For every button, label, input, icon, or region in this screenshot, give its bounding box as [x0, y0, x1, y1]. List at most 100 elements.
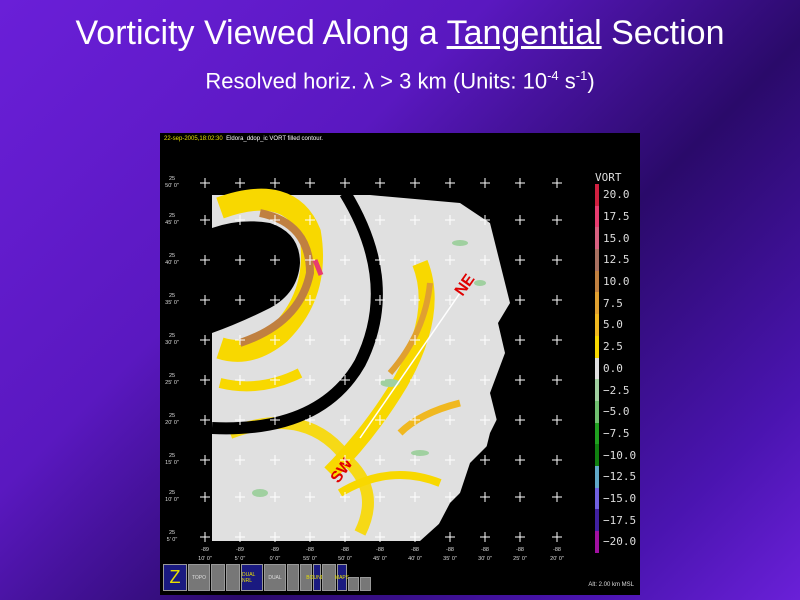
grid-cross — [270, 295, 280, 305]
lon-label: -89 0' 0" — [269, 547, 281, 562]
section-line — [359, 292, 461, 439]
toolbar-button[interactable]: BOUNDS — [306, 564, 328, 591]
legend-swatch — [595, 444, 599, 466]
negative-vorticity-spots — [252, 240, 486, 497]
grid-cross — [445, 178, 455, 188]
legend-entry: −2.5 — [592, 379, 640, 401]
legend-entry: 7.5 — [592, 292, 640, 315]
lon-label: -88 35' 0" — [443, 547, 457, 562]
grid-cross — [200, 455, 210, 465]
grid-cross — [235, 178, 245, 188]
grid-cross — [270, 255, 280, 265]
legend-swatch — [595, 379, 599, 401]
grid-cross — [340, 255, 350, 265]
lat-label: 25 25' 0" — [165, 373, 179, 386]
grid-cross — [480, 178, 490, 188]
legend-value: −2.5 — [603, 383, 630, 397]
legend-swatch — [595, 292, 599, 315]
grid-cross — [305, 255, 315, 265]
legend-value: 0.0 — [603, 361, 623, 375]
grid-cross — [340, 178, 350, 188]
legend-value: −20.0 — [603, 535, 637, 549]
legend-value: −17.5 — [603, 513, 637, 527]
color-legend: VORT 20.0 17.5 15.0 12.5 10.0 7.5 5.0 2.5 0.0 −2.… — [592, 171, 640, 553]
legend-entry: 2.5 — [592, 335, 640, 358]
grid-cross — [480, 532, 490, 542]
grid-cross — [445, 532, 455, 542]
grid-cross — [200, 178, 210, 188]
lat-label: 25 50' 0" — [165, 176, 179, 189]
grid-cross — [340, 492, 350, 502]
grid-cross — [340, 415, 350, 425]
grid-cross — [515, 492, 525, 502]
grid-cross — [552, 178, 562, 188]
lon-label: -88 25' 0" — [513, 547, 527, 562]
legend-entry: 12.5 — [592, 249, 640, 271]
legend-value: 5.0 — [603, 318, 623, 332]
legend-swatch — [595, 227, 599, 250]
grid-cross — [305, 215, 315, 225]
grid-cross — [270, 532, 280, 542]
toolbar-button[interactable] — [348, 577, 359, 591]
legend-entry: −7.5 — [592, 422, 640, 445]
lat-label: 25 15' 0" — [165, 453, 179, 466]
grid-cross — [270, 375, 280, 385]
grid-cross — [410, 492, 420, 502]
toolbar-button[interactable]: TOPO — [188, 564, 210, 591]
toolbar-button[interactable] — [300, 564, 312, 591]
grid-cross — [270, 178, 280, 188]
legend-swatch — [595, 531, 599, 553]
toolbar-button[interactable]: Z — [163, 564, 187, 591]
toolbar-button[interactable]: DUAL — [264, 564, 286, 591]
vorticity-map: SW NE — [200, 178, 590, 542]
legend-entry: 5.0 — [592, 314, 640, 336]
legend-entry: 10.0 — [592, 270, 640, 293]
toolbar-button[interactable] — [322, 564, 336, 591]
grid-cross — [270, 492, 280, 502]
grid-cross — [200, 492, 210, 502]
slide-title: Vorticity Viewed Along a Tangential Sect… — [75, 14, 725, 52]
grid-cross — [305, 532, 315, 542]
grid-cross — [480, 415, 490, 425]
legend-value: −5.0 — [603, 405, 630, 419]
legend-title: VORT — [595, 171, 622, 184]
data-region — [212, 195, 550, 541]
grid-cross — [305, 492, 315, 502]
grid-cross — [340, 455, 350, 465]
grid-cross — [270, 415, 280, 425]
grid-cross — [340, 215, 350, 225]
lat-label: 25 40' 0" — [165, 253, 179, 266]
legend-entry: 0.0 — [592, 357, 640, 380]
grid-cross — [200, 532, 210, 542]
grid-cross — [235, 455, 245, 465]
toolbar-button[interactable] — [287, 564, 299, 591]
toolbar-button[interactable]: DUAL NRL — [241, 564, 263, 591]
lon-label: -88 20' 0" — [550, 547, 564, 562]
grid-cross — [200, 215, 210, 225]
eye-region — [212, 221, 300, 333]
legend-value: −15.0 — [603, 491, 637, 505]
toolbar-button[interactable] — [211, 564, 225, 591]
coverage-edge — [420, 195, 590, 541]
toolbar-button[interactable]: MAPS — [335, 564, 349, 591]
grid-cross — [410, 415, 420, 425]
grid-cross — [340, 335, 350, 345]
lon-label: -88 50' 0" — [338, 547, 352, 562]
grid-cross — [305, 335, 315, 345]
grid-cross — [270, 335, 280, 345]
grid-cross — [340, 532, 350, 542]
grid-cross — [305, 178, 315, 188]
grid-cross — [235, 415, 245, 425]
grid-cross — [410, 215, 420, 225]
toolbar-button[interactable] — [360, 577, 371, 591]
grid-cross — [200, 255, 210, 265]
grid-cross — [200, 415, 210, 425]
lon-label: -89 5' 0" — [234, 547, 246, 562]
grid-cross — [200, 375, 210, 385]
grid-cross — [235, 255, 245, 265]
legend-swatch — [595, 487, 599, 510]
toolbar-button[interactable] — [226, 564, 240, 591]
altitude-readout: Alt: 2.00 km MSL — [588, 582, 634, 588]
grid-cross — [480, 335, 490, 345]
grid-cross — [480, 375, 490, 385]
